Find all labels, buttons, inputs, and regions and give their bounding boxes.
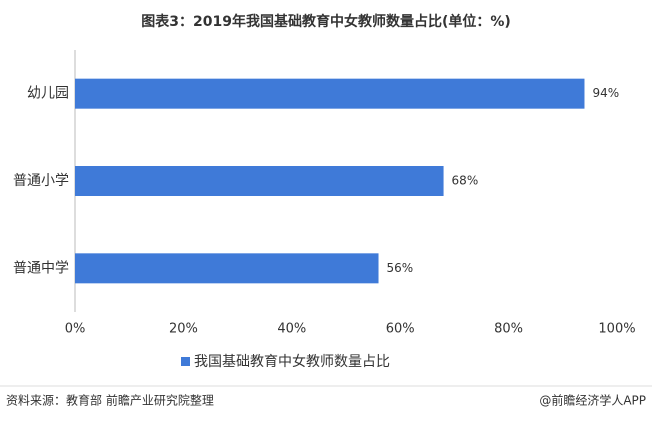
- x-tick-label: 80%: [494, 322, 523, 337]
- chart-title: 图表3：2019年我国基础教育中女教师数量占比(单位：%): [141, 13, 511, 30]
- y-tick-label: 普通中学: [13, 260, 69, 276]
- bar: [75, 78, 585, 109]
- x-tick-label: 0%: [65, 322, 86, 337]
- y-tick-label: 普通小学: [13, 173, 69, 189]
- value-label: 94%: [592, 86, 619, 100]
- bar: [75, 253, 379, 284]
- value-label: 68%: [452, 174, 479, 188]
- x-tick-label: 60%: [386, 322, 415, 337]
- source: 资料来源：教育部 前瞻产业研究院整理: [6, 393, 214, 408]
- y-tick-label: 幼儿园: [27, 86, 69, 102]
- credit: @前瞻经济学人APP: [539, 393, 646, 408]
- x-tick-label: 100%: [598, 322, 635, 337]
- bar: [75, 166, 444, 196]
- legend-swatch: [181, 357, 190, 366]
- legend-label: 我国基础教育中女教师数量占比: [194, 353, 390, 370]
- value-label: 56%: [387, 261, 414, 275]
- x-tick-label: 40%: [277, 322, 306, 337]
- x-tick-label: 20%: [169, 322, 198, 337]
